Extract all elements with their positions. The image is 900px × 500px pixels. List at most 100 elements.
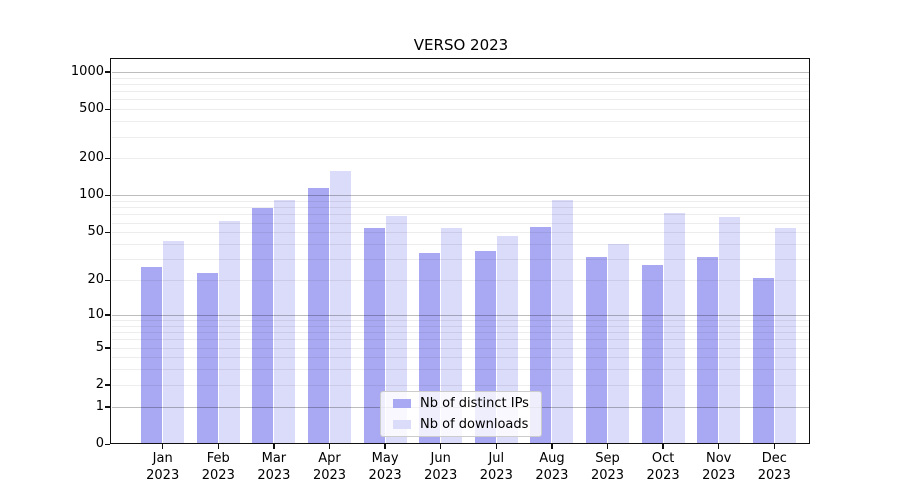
y-tick-label: 5 xyxy=(95,339,104,355)
bar-downloads xyxy=(274,199,296,444)
y-tick-label: 0 xyxy=(95,436,104,451)
y-tick-mark xyxy=(105,384,110,386)
bar-downloads xyxy=(163,241,185,444)
x-tick-mark xyxy=(273,444,275,449)
y-tick-label: 1 xyxy=(95,398,104,414)
gridline-minor xyxy=(112,347,810,349)
bar-distinct-ips xyxy=(586,257,607,444)
legend-label: Nb of distinct IPs xyxy=(420,396,529,411)
x-tick-mark xyxy=(495,444,498,449)
gridline-major xyxy=(112,195,810,197)
bar-downloads xyxy=(385,215,407,444)
bar-downloads xyxy=(719,216,741,444)
bar-distinct-ips xyxy=(141,266,163,444)
bar-distinct-ips xyxy=(641,264,663,444)
bar-distinct-ips xyxy=(252,208,274,444)
y-tick-label: 20 xyxy=(87,272,104,288)
bar-distinct-ips xyxy=(363,228,385,444)
gridline-minor xyxy=(112,369,810,371)
x-tick-label: Feb 2023 xyxy=(201,451,235,483)
x-tick-label: Dec 2023 xyxy=(757,451,791,483)
y-tick-label: 200 xyxy=(79,150,104,166)
gridline-minor xyxy=(112,109,810,111)
x-tick-label: Jul 2023 xyxy=(479,451,513,483)
x-tick-mark xyxy=(217,444,220,449)
gridline-minor xyxy=(112,259,810,261)
x-tick-label: Apr 2023 xyxy=(312,451,347,483)
y-tick-label: 2 xyxy=(95,376,104,392)
bar-distinct-ips xyxy=(697,257,719,444)
y-tick-mark xyxy=(105,443,110,445)
x-tick-label: Jun 2023 xyxy=(424,451,458,483)
y-tick-mark xyxy=(105,231,110,234)
bar-downloads xyxy=(608,244,629,444)
y-tick-label: 1000 xyxy=(70,63,104,79)
legend-item-downloads: Nb of downloads xyxy=(393,414,541,435)
x-tick-mark xyxy=(662,444,664,449)
legend: Nb of distinct IPs Nb of downloads xyxy=(380,391,542,437)
gridline-minor xyxy=(112,339,810,341)
gridline-minor xyxy=(112,158,810,160)
y-tick-label: 500 xyxy=(79,101,104,117)
gridline-minor xyxy=(112,83,810,85)
y-tick-mark xyxy=(105,314,110,316)
bar-downloads xyxy=(441,228,463,444)
y-tick-mark xyxy=(105,108,110,111)
x-tick-label: Aug 2023 xyxy=(535,451,569,483)
bar-distinct-ips xyxy=(752,277,774,444)
gridline-minor xyxy=(112,207,810,209)
chart-title: VERSO 2023 xyxy=(413,36,509,54)
gridline-minor xyxy=(112,91,810,93)
x-tick-mark xyxy=(606,444,609,449)
legend-swatch-downloads-icon xyxy=(393,420,411,429)
gridline-minor xyxy=(112,214,810,216)
bar-downloads xyxy=(663,212,685,444)
gridline-minor xyxy=(112,222,810,224)
y-tick-mark xyxy=(105,279,110,282)
y-tick-label: 100 xyxy=(79,187,104,203)
y-tick-label: 50 xyxy=(87,224,104,240)
gridline-minor xyxy=(112,357,810,359)
gridline-minor xyxy=(112,232,810,234)
bar-downloads xyxy=(218,220,240,444)
x-tick-label: Oct 2023 xyxy=(646,451,680,483)
x-tick-mark xyxy=(384,444,386,449)
gridline-major xyxy=(112,314,810,316)
x-tick-label: Sep 2023 xyxy=(590,451,625,483)
x-tick-mark xyxy=(328,444,331,449)
y-tick-mark xyxy=(105,157,110,160)
y-tick-mark xyxy=(105,347,110,349)
bar-downloads xyxy=(552,199,574,444)
legend-swatch-distinct-ips-icon xyxy=(393,399,411,408)
gridline-minor xyxy=(112,332,810,334)
gridline-minor xyxy=(112,325,810,327)
gridline-minor xyxy=(112,136,810,138)
gridline-minor xyxy=(112,280,810,282)
gridline-minor xyxy=(112,121,810,123)
bar-distinct-ips xyxy=(196,272,218,444)
bar-distinct-ips xyxy=(308,187,329,444)
bar-downloads xyxy=(774,228,796,444)
plot-area: Nb of distinct IPs Nb of downloads xyxy=(112,60,810,444)
bar-distinct-ips xyxy=(530,227,552,444)
x-tick-label: Nov 2023 xyxy=(702,451,736,483)
y-tick-mark xyxy=(105,71,110,73)
x-tick-mark xyxy=(439,444,442,449)
x-tick-mark xyxy=(551,444,553,449)
bar-downloads xyxy=(330,171,351,444)
gridline-minor xyxy=(112,384,810,386)
legend-label: Nb of downloads xyxy=(420,417,529,432)
y-tick-label: 10 xyxy=(87,306,104,322)
gridline-minor xyxy=(112,77,810,79)
legend-item-distinct-ips: Nb of distinct IPs xyxy=(393,393,541,414)
x-tick-label: Mar 2023 xyxy=(257,451,291,483)
x-tick-label: May 2023 xyxy=(368,451,402,483)
y-tick-mark xyxy=(105,406,110,408)
gridline-minor xyxy=(112,320,810,321)
gridline-minor xyxy=(112,99,810,101)
gridline-minor xyxy=(112,244,810,245)
x-tick-mark xyxy=(717,444,720,449)
y-tick-mark xyxy=(105,194,110,197)
x-tick-mark xyxy=(773,444,776,449)
